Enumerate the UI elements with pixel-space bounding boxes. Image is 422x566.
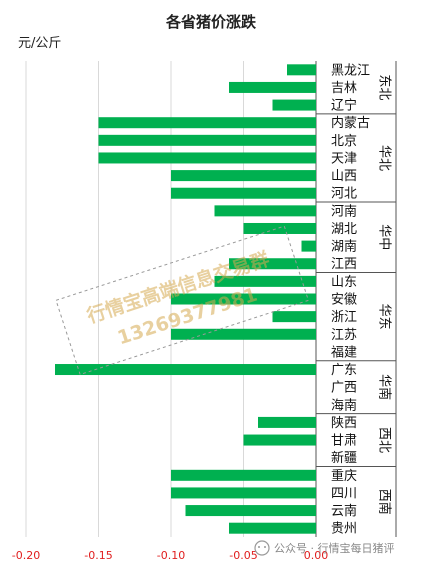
category-label: 天津 bbox=[331, 151, 357, 166]
bar bbox=[171, 170, 316, 182]
region-label: 华中 bbox=[377, 224, 392, 250]
category-label: 重庆 bbox=[331, 468, 357, 484]
category-label: 黑龙江 bbox=[331, 63, 370, 78]
x-tick-label: 0.00 bbox=[304, 549, 329, 562]
bar bbox=[272, 99, 316, 111]
bar bbox=[272, 311, 316, 323]
bar bbox=[214, 205, 316, 217]
unit-label: 元/公斤 bbox=[18, 36, 61, 51]
region-label: 西北 bbox=[377, 427, 392, 453]
category-label: 陕西 bbox=[331, 416, 357, 431]
category-label: 云南 bbox=[331, 503, 357, 519]
bar bbox=[98, 117, 316, 129]
category-label: 江苏 bbox=[331, 327, 357, 343]
region-label: 华东 bbox=[377, 304, 392, 330]
category-label: 四川 bbox=[331, 486, 357, 501]
bar bbox=[229, 81, 316, 93]
region-label: 东北 bbox=[377, 74, 392, 100]
category-label: 甘肃 bbox=[331, 434, 357, 449]
category-label: 湖北 bbox=[331, 222, 357, 237]
chart-title: 各省猪价涨跌 bbox=[165, 13, 257, 31]
bar bbox=[171, 487, 316, 499]
bar bbox=[243, 222, 316, 234]
bar bbox=[98, 134, 316, 146]
category-label: 辽宁 bbox=[331, 98, 357, 114]
footer: 公众号 · 行情宝每日猪评 bbox=[254, 540, 395, 556]
region-label: 西南 bbox=[377, 489, 393, 515]
category-label: 安徽 bbox=[331, 293, 357, 308]
watermark-border bbox=[55, 225, 310, 376]
x-tick-label: -0.20 bbox=[12, 549, 40, 562]
category-label: 吉林 bbox=[331, 81, 357, 96]
category-label: 湖南 bbox=[331, 239, 357, 255]
bar bbox=[258, 416, 316, 428]
bar bbox=[55, 364, 316, 376]
x-tick-label: -0.15 bbox=[84, 549, 112, 562]
bar-series bbox=[55, 64, 316, 534]
wechat-icon-eye bbox=[258, 546, 260, 548]
category-label: 贵州 bbox=[331, 522, 357, 537]
bar bbox=[229, 258, 316, 270]
category-label: 浙江 bbox=[331, 310, 357, 325]
category-label: 新疆 bbox=[331, 450, 357, 466]
region-label: 华北 bbox=[377, 145, 392, 171]
bar bbox=[301, 240, 316, 252]
category-label: 福建 bbox=[331, 345, 357, 360]
region-label: 华南 bbox=[377, 374, 393, 400]
x-tick-label: -0.05 bbox=[229, 549, 257, 562]
bar bbox=[214, 275, 316, 287]
bar bbox=[287, 64, 316, 76]
x-tick-label: -0.10 bbox=[157, 549, 185, 562]
bar bbox=[171, 187, 316, 199]
category-label: 河南 bbox=[331, 203, 357, 219]
bar bbox=[229, 522, 316, 534]
bar bbox=[171, 293, 316, 305]
category-label: 广东 bbox=[331, 363, 357, 378]
bar bbox=[171, 328, 316, 340]
bar bbox=[243, 434, 316, 446]
category-label: 内蒙古 bbox=[331, 115, 370, 131]
category-label: 山东 bbox=[331, 275, 357, 290]
bar bbox=[98, 152, 316, 164]
category-label: 广西 bbox=[331, 381, 357, 396]
category-label: 江西 bbox=[331, 257, 357, 272]
category-label: 河北 bbox=[331, 187, 357, 202]
wechat-icon-eye bbox=[264, 546, 266, 548]
wechat-icon bbox=[254, 540, 270, 556]
footer-text: 公众号 · 行情宝每日猪评 bbox=[274, 541, 395, 555]
category-label: 北京 bbox=[331, 134, 357, 149]
bar bbox=[185, 505, 316, 517]
bar bbox=[171, 469, 316, 481]
category-label: 海南 bbox=[331, 397, 357, 413]
x-tick-labels: -0.20 -0.15 -0.10 -0.05 0.00 bbox=[12, 549, 328, 562]
category-label: 山西 bbox=[331, 169, 357, 184]
